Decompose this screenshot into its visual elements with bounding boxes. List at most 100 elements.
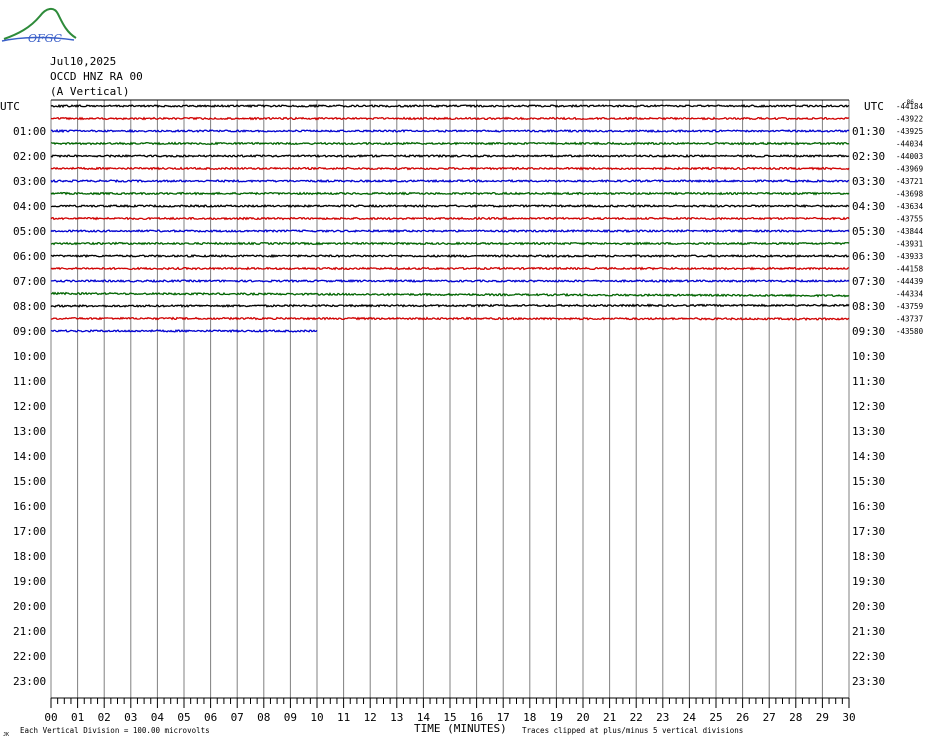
x-tick-label: 12: [364, 711, 377, 724]
right-hour-label: 02:30: [852, 150, 885, 163]
left-hour-label: 14:00: [13, 450, 46, 463]
seismic-trace-row: [50, 103, 850, 109]
x-tick-label: 27: [763, 711, 776, 724]
x-tick-label: 15: [443, 711, 456, 724]
trace-mean-label: -44003: [896, 152, 923, 161]
left-hour-label: 06:00: [13, 250, 46, 263]
seismic-trace-row: [50, 153, 850, 158]
mean-label-tiny: -86: [903, 99, 914, 106]
right-hour-label: 03:30: [852, 175, 885, 188]
trace-mean-label: -43925: [896, 127, 923, 136]
left-hour-label: 23:00: [13, 675, 46, 688]
seismic-trace-row: [50, 303, 850, 308]
ofgc-logo: OFGC: [1, 8, 77, 44]
right-hour-label: 01:30: [852, 125, 885, 138]
x-tick-label: 30: [842, 711, 855, 724]
seismic-trace-row: [50, 316, 850, 321]
left-hour-label: 12:00: [13, 400, 46, 413]
right-hour-label: 17:30: [852, 525, 885, 538]
trace-mean-label: -43922: [896, 115, 923, 124]
right-hour-label: 15:30: [852, 475, 885, 488]
logo-mountain-icon: [3, 8, 77, 40]
footer-clip-note: Traces clipped at plus/minus 5 vertical …: [522, 726, 743, 735]
right-hour-label: 10:30: [852, 350, 885, 363]
left-hour-label: 09:00: [13, 325, 46, 338]
chart-grid: [50, 99, 850, 708]
x-tick-label: 20: [576, 711, 589, 724]
right-hour-label: 22:30: [852, 650, 885, 663]
left-hour-label: 15:00: [13, 475, 46, 488]
right-hour-label: 11:30: [852, 375, 885, 388]
footer-division-note: Each Vertical Division = 100.00 microvol…: [20, 726, 210, 735]
left-hour-label: 21:00: [13, 625, 46, 638]
x-tick-label: 21: [603, 711, 616, 724]
trace-mean-label: -43580: [896, 327, 924, 336]
x-tick-label: 17: [497, 711, 510, 724]
x-tick-label: 29: [816, 711, 829, 724]
right-hour-label: 21:30: [852, 625, 885, 638]
right-hour-label: 05:30: [852, 225, 885, 238]
left-hour-label: 13:00: [13, 425, 46, 438]
header-station: OCCD HNZ RA 00: [50, 70, 143, 83]
x-tick-label: 03: [124, 711, 137, 724]
seismic-trace-row: [50, 191, 850, 196]
x-tick-label: 10: [310, 711, 323, 724]
header-date: Jul10,2025: [50, 55, 117, 68]
right-hour-label: 09:30: [852, 325, 885, 338]
x-tick-label: 18: [523, 711, 536, 724]
right-axis-title: UTC: [864, 100, 884, 113]
left-hour-label: 18:00: [13, 550, 46, 563]
x-tick-label: 25: [709, 711, 722, 724]
seismic-trace-row: [50, 128, 850, 134]
x-tick-label: 22: [630, 711, 643, 724]
left-hour-label: 19:00: [13, 575, 46, 588]
trace-mean-label: -43844: [896, 227, 924, 236]
logo-text: OFGC: [28, 32, 62, 44]
trace-mean-label: -44439: [896, 277, 923, 286]
left-hour-label: 03:00: [13, 175, 46, 188]
right-hour-label: 19:30: [852, 575, 885, 588]
right-hour-label: 06:30: [852, 250, 885, 263]
x-tick-label: 01: [71, 711, 84, 724]
seismic-trace-row: [50, 166, 850, 171]
seismic-trace-row: [50, 116, 850, 121]
header-component: (A Vertical): [50, 85, 130, 98]
x-axis-title: TIME (MINUTES): [414, 722, 507, 735]
x-tick-label: 24: [683, 711, 697, 724]
right-hour-label: 04:30: [852, 200, 885, 213]
seismic-trace-row: [50, 141, 850, 146]
left-hour-label: 20:00: [13, 600, 46, 613]
trace-mean-label: -44158: [896, 265, 924, 274]
x-tick-label: 19: [550, 711, 563, 724]
left-hour-label: 05:00: [13, 225, 46, 238]
trace-mean-label: -43721: [896, 177, 923, 186]
left-hour-label: 02:00: [13, 150, 46, 163]
seismic-trace-row: [50, 253, 850, 259]
left-hour-label: 04:00: [13, 200, 46, 213]
trace-mean-label: -43969: [896, 165, 923, 174]
x-tick-label: 06: [204, 711, 217, 724]
left-axis-title: UTC: [0, 100, 20, 113]
right-hour-label: 12:30: [852, 400, 885, 413]
trace-mean-label: -43931: [896, 240, 923, 249]
left-hour-label: 17:00: [13, 525, 46, 538]
seismic-trace-row: [50, 241, 850, 246]
left-hour-label: 16:00: [13, 500, 46, 513]
trace-mean-label: -43933: [896, 252, 923, 261]
x-tick-label: 23: [656, 711, 669, 724]
right-hour-label: 08:30: [852, 300, 885, 313]
right-hour-label: 20:30: [852, 600, 885, 613]
x-tick-label: 08: [257, 711, 270, 724]
chart-labels: 00 01 02 03 04 05 06 07 08 09 10 11 12 13 14 15 16 17 18 19…: [0, 99, 924, 724]
trace-mean-label: -44034: [896, 140, 924, 149]
x-tick-label: 16: [470, 711, 483, 724]
seismic-trace-row: [50, 203, 850, 209]
trace-mean-label: -44184: [896, 102, 924, 111]
left-hour-label: 01:00: [13, 125, 46, 138]
trace-mean-label: -43634: [896, 202, 924, 211]
left-hour-label: 08:00: [13, 300, 46, 313]
x-tick-label: 11: [337, 711, 350, 724]
seismic-trace-row: [50, 216, 850, 221]
left-hour-label: 07:00: [13, 275, 46, 288]
x-tick-label: 28: [789, 711, 802, 724]
